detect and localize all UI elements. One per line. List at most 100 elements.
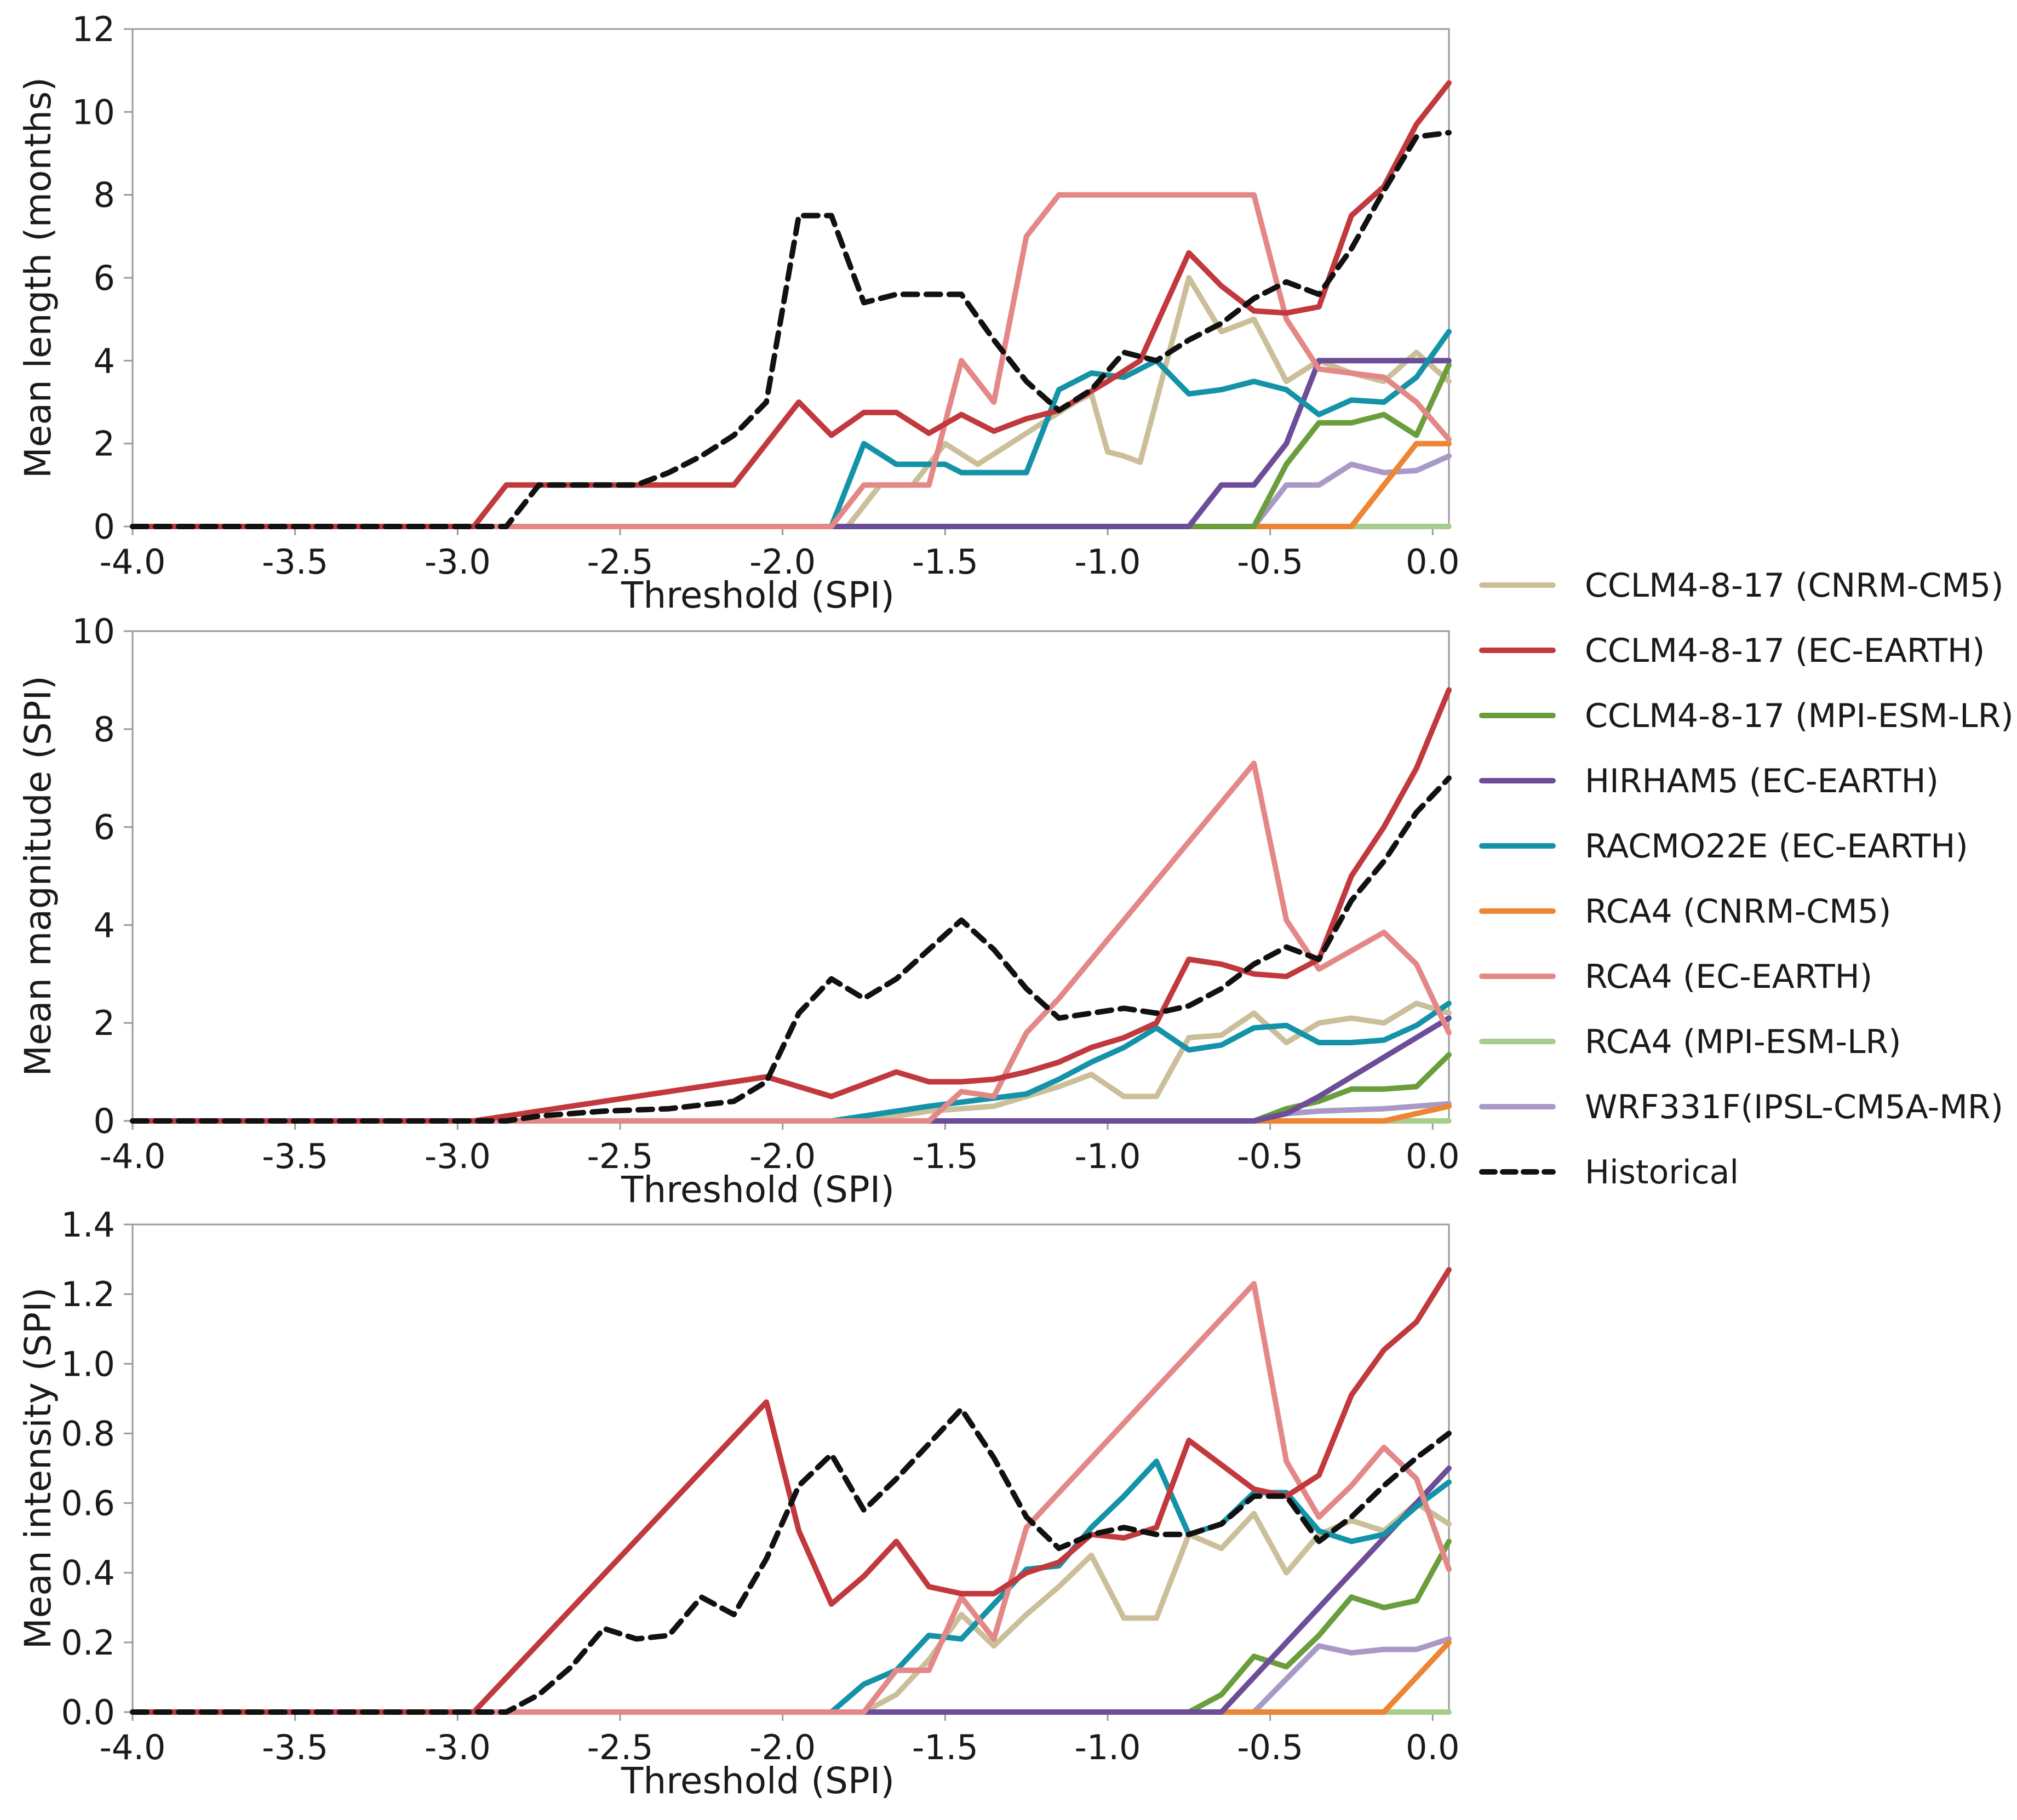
legend-item: RCA4 (EC-EARTH) (1479, 958, 1872, 996)
legend-label: CCLM4-8-17 (CNRM-CM5) (1585, 566, 2004, 605)
x-axis-title: Threshold (SPI) (621, 1760, 895, 1802)
y-tick-label: 10 (72, 611, 115, 651)
y-tick-label: 10 (72, 92, 115, 132)
y-tick-label: 1.2 (61, 1274, 115, 1314)
x-tick-label: -3.5 (262, 1136, 328, 1176)
legend-item: WRF331F(IPSL-CM5A-MR) (1479, 1088, 2003, 1126)
y-tick-label: 12 (72, 9, 115, 49)
x-tick-label: -4.0 (100, 1727, 166, 1767)
x-tick-label: -1.0 (1075, 1136, 1141, 1176)
series-line-hist (130, 775, 1452, 1124)
legend-item: RCA4 (MPI-ESM-LR) (1479, 1023, 1901, 1061)
y-tick-label: 2 (94, 1003, 115, 1043)
x-tick-label: -3.0 (425, 1136, 491, 1176)
x-tick-label: -2.0 (749, 1727, 816, 1767)
x-tick-label: -1.5 (912, 542, 978, 582)
y-tick-label: 1.0 (61, 1344, 115, 1384)
chart-panels: -4.0 -3.5 -3.0 -2.5 -2.0 -1.5 -1.0 -0.5 0.0 0 2 4 6 8… (17, 9, 1460, 1802)
series-line-wrf (130, 453, 1452, 529)
x-tick-label: -2.0 (749, 542, 816, 582)
panel-magnitude: -4.0 -3.5 -3.0 -2.5 -2.0 -1.5 -1.0 -0.5 0.0 0 2 4 6 8… (17, 611, 1460, 1211)
legend-item: RCA4 (CNRM-CM5) (1479, 892, 1891, 931)
x-tick-label: -0.5 (1237, 542, 1303, 582)
y-tick-label: 0.8 (61, 1413, 115, 1453)
x-tick-label: -1.0 (1075, 1727, 1141, 1767)
x-tick-label: -2.5 (587, 542, 654, 582)
y-tick-label: 8 (94, 709, 115, 749)
x-tick-label: -1.5 (912, 1136, 978, 1176)
legend-label: CCLM4-8-17 (MPI-ESM-LR) (1585, 697, 2014, 735)
x-tick-label: -2.5 (587, 1136, 654, 1176)
y-axis-title: Mean magnitude (SPI) (17, 676, 59, 1076)
x-tick-label: -0.5 (1237, 1727, 1303, 1767)
legend-label: RACMO22E (EC-EARTH) (1585, 827, 1968, 866)
x-tick-label: 0.0 (1406, 542, 1460, 582)
series-line-ecc (130, 1267, 1452, 1715)
x-tick-label: -1.0 (1075, 542, 1141, 582)
x-axis-title: Threshold (SPI) (621, 1169, 895, 1211)
x-tick-label: -0.5 (1237, 1136, 1303, 1176)
x-tick-label: -4.0 (100, 542, 166, 582)
series-line-rcaec (130, 1281, 1452, 1715)
series-line-rcaec (130, 760, 1452, 1124)
y-tick-label: 8 (94, 175, 115, 215)
panel-length: -4.0 -3.5 -3.0 -2.5 -2.0 -1.5 -1.0 -0.5 0.0 0 2 4 6 8… (17, 9, 1460, 616)
legend-item: HIRHAM5 (EC-EARTH) (1479, 762, 1939, 800)
y-tick-label: 1.4 (61, 1205, 115, 1245)
legend-item: CCLM4-8-17 (MPI-ESM-LR) (1479, 697, 2014, 735)
legend-item: CCLM4-8-17 (EC-EARTH) (1479, 632, 1985, 670)
x-tick-label: 0.0 (1406, 1727, 1460, 1767)
legend-label: WRF331F(IPSL-CM5A-MR) (1585, 1088, 2003, 1126)
plot-frame (131, 1223, 1450, 1713)
x-tick-label: -1.5 (912, 1727, 978, 1767)
series-line-rac (130, 1000, 1452, 1124)
series-line-ecc (130, 80, 1452, 529)
series-line-cnrm (130, 275, 1452, 529)
legend-label: RCA4 (EC-EARTH) (1585, 958, 1872, 996)
x-tick-label: -4.0 (100, 1136, 166, 1176)
y-tick-label: 6 (94, 258, 115, 298)
x-tick-label: -2.0 (749, 1136, 816, 1176)
series-line-rcaec (130, 192, 1452, 529)
legend-label: CCLM4-8-17 (EC-EARTH) (1585, 632, 1985, 670)
legend-label: Historical (1585, 1153, 1739, 1192)
y-tick-label: 0.0 (61, 1692, 115, 1732)
x-tick-label: 0.0 (1406, 1136, 1460, 1176)
series-line-hir (130, 358, 1452, 529)
legend-item: Historical (1479, 1153, 1739, 1192)
x-tick-label: -2.5 (587, 1727, 654, 1767)
y-tick-label: 6 (94, 808, 115, 848)
x-tick-label: -3.0 (425, 542, 491, 582)
x-tick-label: -3.0 (425, 1727, 491, 1767)
y-tick-label: 0.2 (61, 1623, 115, 1663)
x-tick-label: -3.5 (262, 542, 328, 582)
y-tick-label: 0 (94, 1101, 115, 1141)
series-line-cnrm (130, 1000, 1452, 1124)
series-line-hist (130, 1406, 1452, 1715)
legend: CCLM4-8-17 (CNRM-CM5) CCLM4-8-17 (EC-EART… (1479, 566, 2014, 1192)
legend-label: RCA4 (MPI-ESM-LR) (1585, 1023, 1901, 1061)
y-axis-title: Mean length (months) (17, 77, 59, 478)
legend-item: CCLM4-8-17 (CNRM-CM5) (1479, 566, 2004, 605)
x-axis-title: Threshold (SPI) (621, 574, 895, 616)
series-line-ecc (130, 687, 1452, 1124)
y-tick-label: 0.4 (61, 1553, 115, 1593)
series-line-mpic (130, 1052, 1452, 1124)
series-line-rac (130, 1458, 1452, 1715)
legend-item: RACMO22E (EC-EARTH) (1479, 827, 1968, 866)
legend-label: HIRHAM5 (EC-EARTH) (1585, 762, 1939, 800)
y-tick-label: 0.6 (61, 1484, 115, 1524)
series-line-wrf (130, 1636, 1452, 1715)
series-line-mpic (130, 362, 1452, 529)
legend-label: RCA4 (CNRM-CM5) (1585, 892, 1891, 931)
series-line-hist (130, 130, 1452, 529)
y-tick-label: 4 (94, 905, 115, 945)
series-line-mpic (130, 1538, 1452, 1715)
x-tick-label: -3.5 (262, 1727, 328, 1767)
y-tick-label: 4 (94, 341, 115, 381)
plot-frame (131, 630, 1450, 1122)
series-line-rac (130, 329, 1452, 529)
panel-intensity: -4.0 -3.5 -3.0 -2.5 -2.0 -1.5 -1.0 -0.5 0.0 0.0 0.… (17, 1205, 1460, 1802)
y-tick-label: 2 (94, 424, 115, 464)
